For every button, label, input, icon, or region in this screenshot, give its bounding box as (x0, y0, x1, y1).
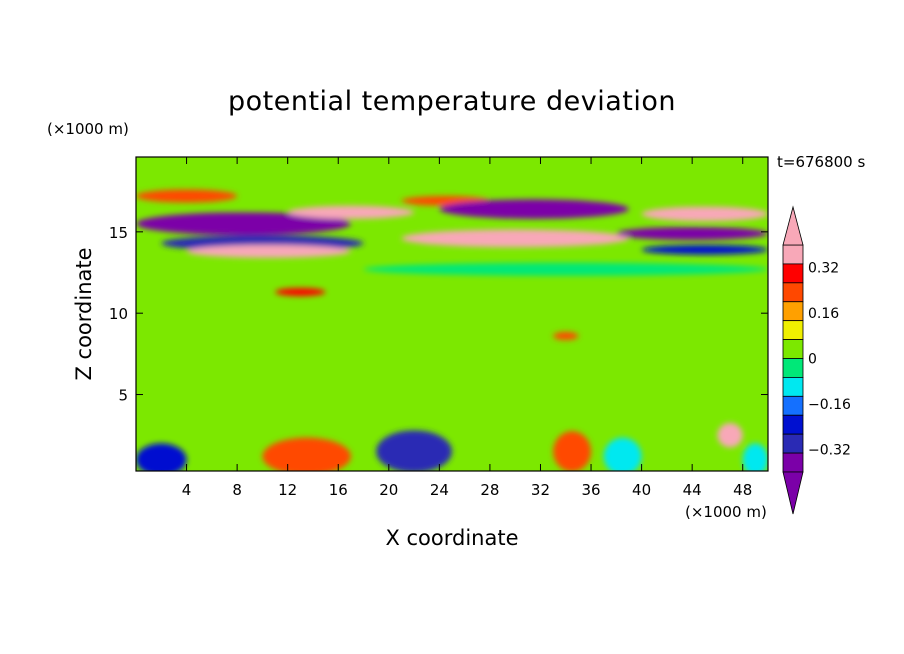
plot-frame (135, 156, 769, 472)
colorbar-extend-high (782, 205, 804, 246)
x-tick-label: 28 (480, 481, 499, 499)
colorbar-tick-label: 0 (808, 352, 817, 368)
x-tick-label: 36 (581, 481, 600, 499)
contour-region-13 (553, 331, 579, 341)
colorbar-tick-label: 0.16 (808, 306, 839, 322)
contour-region-19 (717, 423, 743, 448)
colorbar-tick-label: −0.16 (808, 397, 851, 413)
colorbar-swatch (782, 377, 804, 397)
colorbar-swatch (782, 358, 804, 378)
y-tick-label: 15 (109, 224, 128, 242)
chart-title: potential temperature deviation (228, 86, 676, 117)
contour-region-10 (641, 244, 768, 255)
colorbar-swatch (782, 433, 804, 454)
contour-region-7 (401, 229, 629, 248)
contour-region-6 (439, 199, 629, 219)
y-axis-unit-label: (×1000 m) (47, 120, 129, 138)
x-axis-label: X coordinate (385, 526, 519, 550)
colorbar-extend-low (782, 471, 804, 515)
x-axis-ticks: 4 8 12 16 20 24 28 32 36 40 44 48 (182, 157, 752, 499)
x-tick-label: 44 (683, 481, 702, 499)
contour-region-4 (287, 205, 415, 219)
colorbar-tick-label: 0.32 (808, 261, 839, 277)
contour-region-15 (262, 437, 351, 471)
x-tick-label: 16 (329, 481, 348, 499)
colorbar-tick-label: −0.32 (808, 442, 851, 458)
contour-region-8 (641, 206, 768, 222)
x-tick-label: 8 (232, 481, 242, 499)
contour-region-16 (376, 430, 452, 471)
x-tick-label: 48 (733, 481, 752, 499)
x-tick-label: 40 (632, 481, 651, 499)
x-tick-label: 4 (182, 481, 192, 499)
plot-area (136, 157, 768, 471)
contour-region-17 (553, 431, 592, 471)
colorbar-swatch (782, 414, 804, 435)
x-tick-label: 24 (430, 481, 449, 499)
colorbar-swatch (782, 282, 804, 303)
colorbar-swatch (782, 244, 804, 265)
time-label: t=676800 s (777, 153, 866, 171)
contour-region-11 (363, 262, 768, 276)
colorbar: 0.32 0.16 0 −0.16 −0.32 (782, 205, 851, 515)
colorbar-swatch (782, 301, 804, 322)
contour-region-9 (616, 226, 768, 240)
colorbar-swatch (782, 320, 804, 340)
x-tick-label: 20 (379, 481, 398, 499)
x-tick-label: 32 (531, 481, 550, 499)
contour-region-12 (275, 287, 326, 297)
contour-region-3 (136, 189, 238, 203)
colorbar-swatch (782, 339, 804, 359)
contour-region-0 (136, 212, 351, 236)
contour-region-20 (742, 443, 768, 471)
x-axis-unit-label: (×1000 m) (685, 503, 767, 521)
y-axis-ticks: 5 10 15 (109, 224, 768, 405)
colorbar-swatch (782, 395, 804, 416)
x-tick-label: 12 (278, 481, 297, 499)
contour-region-2 (186, 244, 351, 258)
y-tick-label: 5 (118, 387, 128, 405)
colorbar-swatch (782, 452, 804, 473)
y-tick-label: 10 (109, 305, 128, 323)
colorbar-swatch (782, 263, 804, 284)
contour-region-18 (603, 437, 642, 471)
contour-region-14 (136, 443, 187, 471)
